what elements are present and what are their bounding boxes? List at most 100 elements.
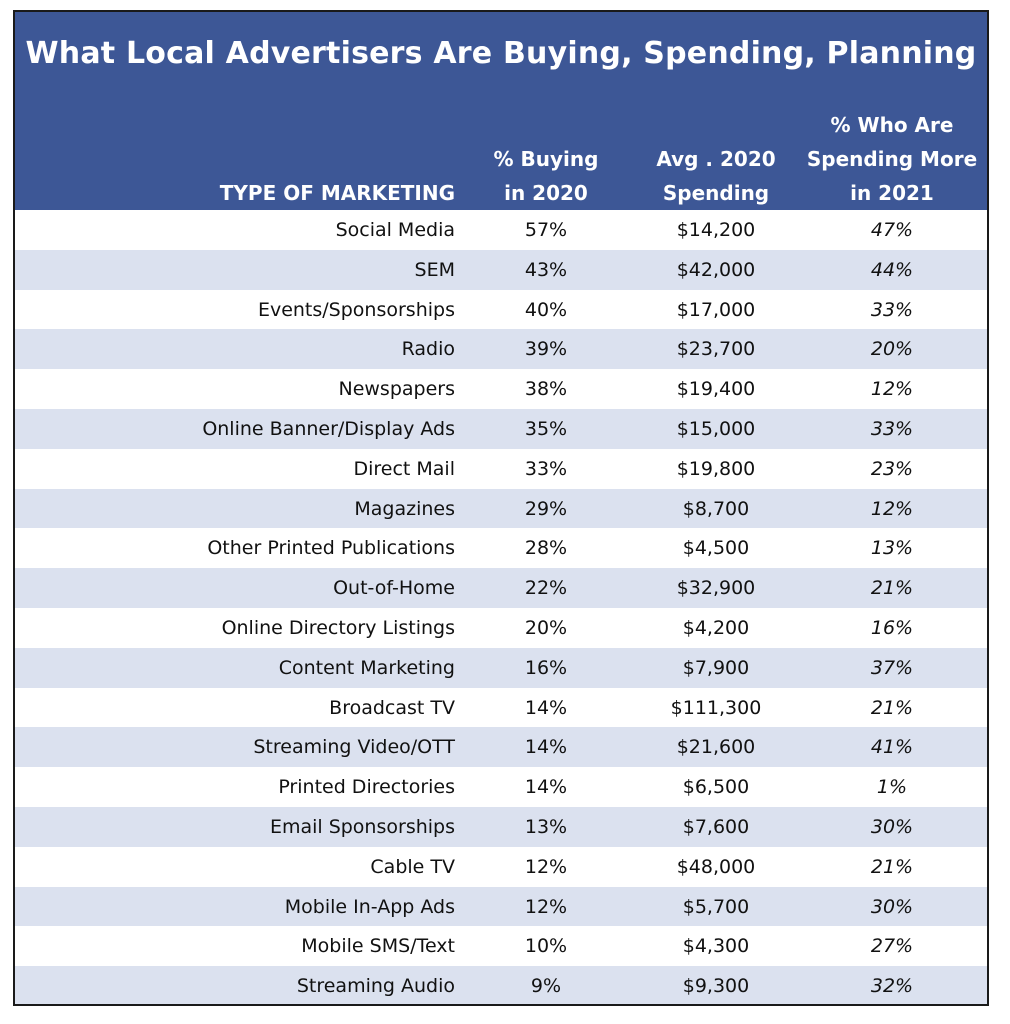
- table-row: Email Sponsorships 13% $7,600 30%: [15, 806, 987, 847]
- cell-buying-2020: 12%: [524, 895, 568, 918]
- cell-avg-spending-2020: $19,400: [676, 378, 756, 401]
- table-header: What Local Advertisers Are Buying, Spend…: [15, 12, 987, 210]
- cell-marketing-type: Broadcast TV: [329, 696, 455, 719]
- column-header-spending-more: % Who Are Spending More in 2021: [801, 108, 983, 210]
- table-row: Newspapers 38% $19,400 12%: [15, 369, 987, 409]
- cell-avg-spending-2020: $17,000: [676, 298, 756, 321]
- cell-spending-more-2021: 30%: [870, 895, 914, 918]
- cell-marketing-type: Streaming Video/OTT: [253, 736, 455, 759]
- cell-spending-more-2021: 37%: [870, 656, 914, 679]
- cell-avg-spending-2020: $7,600: [682, 815, 750, 838]
- cell-avg-spending-2020: $14,200: [676, 219, 756, 241]
- cell-spending-more-2021: 33%: [870, 298, 914, 321]
- cell-avg-spending-2020: $7,900: [682, 656, 750, 679]
- cell-avg-spending-2020: $111,300: [670, 696, 762, 719]
- column-header-spending-line: Spending: [662, 181, 770, 205]
- cell-spending-more-2021: 44%: [870, 258, 914, 281]
- cell-spending-more-2021: 1%: [876, 776, 908, 799]
- table-row: Magazines 29% $8,700 12%: [15, 488, 987, 529]
- cell-spending-more-2021: 32%: [870, 975, 914, 998]
- cell-marketing-type: Printed Directories: [278, 776, 455, 799]
- table-row: Streaming Audio 9% $9,300 32%: [15, 966, 987, 1004]
- cell-avg-spending-2020: $9,300: [682, 975, 750, 998]
- cell-marketing-type: Streaming Audio: [296, 975, 455, 998]
- cell-marketing-type: Social Media: [335, 219, 455, 241]
- cell-spending-more-2021: 16%: [870, 616, 914, 639]
- cell-buying-2020: 57%: [524, 219, 568, 241]
- cell-marketing-type: Radio: [401, 338, 455, 361]
- cell-spending-more-2021: 41%: [870, 736, 914, 759]
- cell-avg-spending-2020: $4,200: [682, 616, 750, 639]
- table-row: Social Media 57% $14,200 47%: [15, 210, 987, 250]
- cell-spending-more-2021: 12%: [870, 497, 914, 520]
- table-row: Broadcast TV 14% $111,300 21%: [15, 688, 987, 728]
- cell-avg-spending-2020: $8,700: [682, 497, 750, 520]
- column-header-buying: % Buying in 2020: [481, 142, 611, 210]
- table-row: Mobile SMS/Text 10% $4,300 27%: [15, 926, 987, 966]
- table-row: Radio 39% $23,700 20%: [15, 329, 987, 370]
- cell-buying-2020: 40%: [524, 298, 568, 321]
- cell-buying-2020: 12%: [524, 855, 568, 878]
- cell-spending-more-2021: 21%: [870, 855, 914, 878]
- cell-buying-2020: 35%: [524, 417, 568, 440]
- cell-avg-spending-2020: $6,500: [682, 776, 750, 799]
- cell-marketing-type: Online Directory Listings: [221, 616, 455, 639]
- column-header-spending-more-line: % Who Are: [830, 113, 954, 137]
- cell-spending-more-2021: 30%: [870, 815, 914, 838]
- cell-buying-2020: 16%: [524, 656, 568, 679]
- column-header-buying-line: in 2020: [504, 181, 588, 205]
- column-header-spending-more-line: Spending More: [806, 147, 978, 171]
- table-row: SEM 43% $42,000 44%: [15, 249, 987, 290]
- table-frame: What Local Advertisers Are Buying, Spend…: [13, 10, 989, 1006]
- table-row: Mobile In-App Ads 12% $5,700 30%: [15, 886, 987, 927]
- cell-avg-spending-2020: $19,800: [676, 457, 756, 480]
- cell-avg-spending-2020: $4,500: [682, 537, 750, 560]
- cell-marketing-type: Mobile SMS/Text: [301, 935, 455, 958]
- cell-spending-more-2021: 21%: [870, 696, 914, 719]
- cell-buying-2020: 43%: [524, 258, 568, 281]
- cell-buying-2020: 28%: [524, 537, 568, 560]
- cell-marketing-type: Magazines: [354, 497, 455, 520]
- cell-avg-spending-2020: $5,700: [682, 895, 750, 918]
- table-row: Printed Directories 14% $6,500 1%: [15, 767, 987, 807]
- cell-buying-2020: 14%: [524, 696, 568, 719]
- cell-spending-more-2021: 21%: [870, 577, 914, 600]
- table-row: Online Banner/Display Ads 35% $15,000 33%: [15, 408, 987, 449]
- cell-spending-more-2021: 27%: [870, 935, 914, 958]
- cell-buying-2020: 33%: [524, 457, 568, 480]
- cell-marketing-type: Content Marketing: [278, 656, 455, 679]
- cell-marketing-type: Email Sponsorships: [269, 815, 455, 838]
- cell-avg-spending-2020: $21,600: [676, 736, 756, 759]
- cell-spending-more-2021: 47%: [870, 219, 914, 241]
- cell-buying-2020: 14%: [524, 736, 568, 759]
- cell-marketing-type: Mobile In-App Ads: [284, 895, 455, 918]
- cell-buying-2020: 9%: [530, 975, 562, 998]
- cell-marketing-type: Direct Mail: [353, 457, 455, 480]
- cell-buying-2020: 22%: [524, 577, 568, 600]
- column-header-spending: Avg . 2020 Spending: [641, 142, 791, 210]
- cell-marketing-type: Cable TV: [370, 855, 455, 878]
- cell-marketing-type: Other Printed Publications: [207, 537, 455, 560]
- cell-spending-more-2021: 20%: [870, 338, 914, 361]
- table-title: What Local Advertisers Are Buying, Spend…: [25, 36, 977, 71]
- cell-marketing-type: Events/Sponsorships: [257, 298, 455, 321]
- cell-spending-more-2021: 23%: [870, 457, 914, 480]
- cell-buying-2020: 13%: [524, 815, 568, 838]
- table-row: Events/Sponsorships 40% $17,000 33%: [15, 290, 987, 330]
- table-row: Out-of-Home 22% $32,900 21%: [15, 568, 987, 608]
- column-header-spending-line: Avg . 2020: [656, 147, 776, 171]
- cell-marketing-type: SEM: [414, 258, 455, 281]
- table-row: Cable TV 12% $48,000 21%: [15, 847, 987, 887]
- cell-avg-spending-2020: $4,300: [682, 935, 750, 958]
- cell-avg-spending-2020: $15,000: [676, 417, 756, 440]
- table-body: Social Media 57% $14,200 47% SEM 43% $42,000 44…: [15, 210, 987, 1004]
- table-row: Direct Mail 33% $19,800 23%: [15, 449, 987, 489]
- column-header-type: TYPE OF MARKETING: [219, 181, 455, 205]
- cell-avg-spending-2020: $23,700: [676, 338, 756, 361]
- cell-marketing-type: Online Banner/Display Ads: [202, 417, 455, 440]
- cell-avg-spending-2020: $48,000: [676, 855, 756, 878]
- cell-spending-more-2021: 12%: [870, 378, 914, 401]
- cell-buying-2020: 10%: [524, 935, 568, 958]
- cell-avg-spending-2020: $32,900: [676, 577, 756, 600]
- column-header-spending-more-line: in 2021: [850, 181, 934, 205]
